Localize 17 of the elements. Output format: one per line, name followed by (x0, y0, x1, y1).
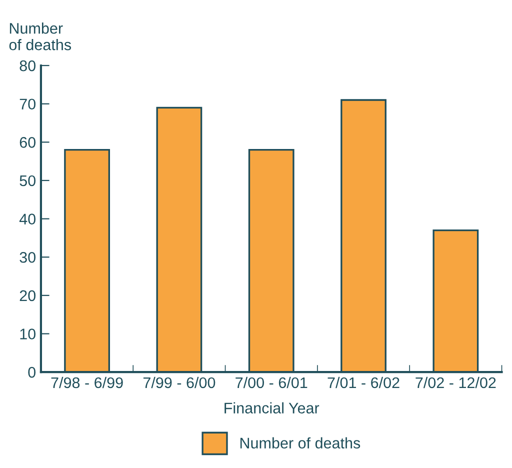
x-tick-label: 7/02 - 12/02 (416, 376, 496, 388)
y-axis-title: Number of deaths (9, 22, 72, 50)
y-tick-label: 60 (20, 137, 36, 148)
y-tick-label: 20 (20, 290, 36, 302)
x-axis-title: Financial Year (224, 402, 320, 414)
y-tick-label: 30 (20, 252, 36, 263)
legend-label: Number of deaths (240, 437, 360, 449)
y-tick-label: 80 (20, 60, 36, 72)
y-tick-label: 50 (20, 175, 36, 186)
x-tick-label: 7/99 - 6/00 (143, 376, 216, 388)
y-tick-label: 70 (20, 98, 36, 110)
y-tick-label: 40 (19, 214, 36, 224)
y-tick-label: 10 (20, 328, 36, 340)
x-tick-label: 7/00 - 6/01 (236, 376, 308, 388)
y-tick-label: 0 (28, 366, 36, 378)
x-tick-label: 7/98 - 6/99 (51, 376, 123, 388)
x-tick-label: 7/01 - 6/02 (328, 376, 400, 388)
